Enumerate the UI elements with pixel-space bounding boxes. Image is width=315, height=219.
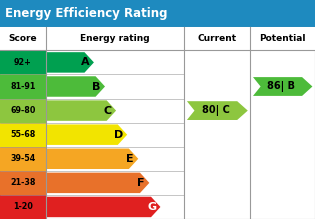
Text: Score: Score <box>9 34 37 43</box>
Text: E: E <box>126 154 134 164</box>
Text: 81-91: 81-91 <box>10 82 36 91</box>
Bar <box>0 195 46 219</box>
Text: Energy rating: Energy rating <box>80 34 150 43</box>
Polygon shape <box>187 101 248 120</box>
Text: 69-80: 69-80 <box>10 106 36 115</box>
Bar <box>0 27 315 50</box>
Bar <box>0 123 46 147</box>
Bar <box>0 99 46 123</box>
Polygon shape <box>46 197 160 217</box>
Text: A: A <box>81 57 90 67</box>
Text: Current: Current <box>198 34 237 43</box>
Polygon shape <box>46 76 105 97</box>
Text: 21-38: 21-38 <box>10 178 36 187</box>
Bar <box>0 147 46 171</box>
Polygon shape <box>46 124 127 145</box>
Text: G: G <box>147 202 157 212</box>
Polygon shape <box>46 100 116 121</box>
Text: 1-20: 1-20 <box>13 202 33 212</box>
Bar <box>0 171 46 195</box>
Text: Energy Efficiency Rating: Energy Efficiency Rating <box>5 7 167 20</box>
Text: B: B <box>92 81 101 92</box>
Bar <box>0 50 46 74</box>
Polygon shape <box>46 52 94 73</box>
Polygon shape <box>46 173 149 193</box>
Polygon shape <box>46 148 138 169</box>
Polygon shape <box>253 77 312 96</box>
Text: 55-68: 55-68 <box>10 130 36 139</box>
Text: 86| B: 86| B <box>267 81 295 92</box>
Text: C: C <box>104 106 112 116</box>
Text: 80| C: 80| C <box>202 105 230 116</box>
Bar <box>0 0 315 27</box>
Bar <box>0 27 315 219</box>
Text: Potential: Potential <box>260 34 306 43</box>
Text: F: F <box>137 178 145 188</box>
Text: 39-54: 39-54 <box>10 154 36 163</box>
Text: D: D <box>114 130 123 140</box>
Text: 92+: 92+ <box>14 58 32 67</box>
Bar <box>0 74 46 99</box>
